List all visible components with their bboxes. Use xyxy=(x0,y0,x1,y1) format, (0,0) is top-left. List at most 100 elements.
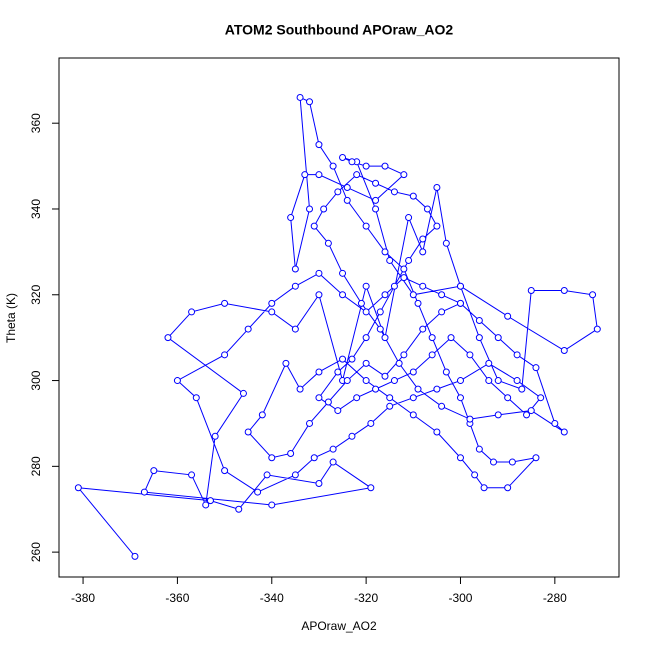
data-point xyxy=(390,377,398,385)
data-point xyxy=(428,351,436,359)
data-point xyxy=(150,467,158,475)
data-point xyxy=(211,432,219,440)
data-point xyxy=(409,411,417,419)
data-point xyxy=(329,162,337,170)
data-point xyxy=(348,432,356,440)
data-point xyxy=(442,368,450,376)
data-point xyxy=(339,269,347,277)
y-axis-label: Theta (K) xyxy=(4,293,18,343)
data-point xyxy=(433,428,441,436)
y-tick-label: 260 xyxy=(29,542,43,562)
data-point xyxy=(221,467,229,475)
data-point xyxy=(504,484,512,492)
data-point xyxy=(362,162,370,170)
data-point xyxy=(268,308,276,316)
data-point xyxy=(206,497,214,505)
data-point xyxy=(202,501,210,509)
data-point xyxy=(235,505,243,513)
data-point xyxy=(268,454,276,462)
data-point xyxy=(494,334,502,342)
data-point xyxy=(518,385,526,393)
data-point xyxy=(372,205,380,213)
data-point xyxy=(131,552,139,560)
data-point xyxy=(376,308,384,316)
data-point xyxy=(419,325,427,333)
data-point xyxy=(334,368,342,376)
data-point xyxy=(419,248,427,256)
data-point xyxy=(296,93,304,101)
data-point xyxy=(381,162,389,170)
data-point xyxy=(386,394,394,402)
data-point xyxy=(414,385,422,393)
data-point xyxy=(362,359,370,367)
data-point xyxy=(475,334,483,342)
data-point xyxy=(485,359,493,367)
data-point xyxy=(438,402,446,410)
data-point xyxy=(376,325,384,333)
data-point xyxy=(390,282,398,290)
data-point xyxy=(192,394,200,402)
data-point xyxy=(306,98,314,106)
data-point xyxy=(315,394,323,402)
data-point xyxy=(324,398,332,406)
data-point xyxy=(527,286,535,294)
data-point xyxy=(315,171,323,179)
data-point xyxy=(357,299,365,307)
data-point xyxy=(381,334,389,342)
data-point xyxy=(551,419,559,427)
data-point xyxy=(324,239,332,247)
data-point xyxy=(291,325,299,333)
data-point xyxy=(343,377,351,385)
data-point xyxy=(560,347,568,355)
data-point xyxy=(348,355,356,363)
data-point xyxy=(400,274,408,282)
data-point xyxy=(504,312,512,320)
x-axis-label: APOraw_AO2 xyxy=(301,619,377,633)
data-point xyxy=(310,222,318,230)
data-point xyxy=(523,411,531,419)
data-point xyxy=(438,308,446,316)
data-point xyxy=(372,196,380,204)
data-point xyxy=(386,402,394,410)
data-point xyxy=(372,179,380,187)
data-point xyxy=(409,394,417,402)
data-point xyxy=(287,449,295,457)
data-point xyxy=(320,205,328,213)
data-point xyxy=(310,454,318,462)
data-point xyxy=(400,265,408,273)
data-point xyxy=(329,458,337,466)
data-point xyxy=(291,265,299,273)
data-point xyxy=(315,368,323,376)
data-point xyxy=(414,299,422,307)
data-point xyxy=(419,282,427,290)
chart-title: ATOM2 Southbound APOraw_AO2 xyxy=(225,22,454,38)
data-point xyxy=(315,141,323,149)
data-point xyxy=(348,158,356,166)
data-point xyxy=(367,419,375,427)
y-tick-label: 300 xyxy=(29,370,43,390)
data-point xyxy=(353,394,361,402)
y-tick-label: 320 xyxy=(29,284,43,304)
data-point xyxy=(490,458,498,466)
data-point xyxy=(466,415,474,423)
data-point xyxy=(395,359,403,367)
x-tick-label: -320 xyxy=(354,591,378,605)
data-point xyxy=(409,291,417,299)
data-point xyxy=(339,355,347,363)
data-point xyxy=(339,154,347,162)
data-point xyxy=(456,454,464,462)
data-point xyxy=(589,291,597,299)
data-point xyxy=(282,359,290,367)
data-point xyxy=(306,419,314,427)
data-point xyxy=(438,291,446,299)
data-point xyxy=(372,385,380,393)
data-point xyxy=(480,484,488,492)
data-point xyxy=(315,479,323,487)
data-point xyxy=(343,196,351,204)
y-tick-label: 280 xyxy=(29,456,43,476)
data-point xyxy=(268,299,276,307)
data-point xyxy=(306,205,314,213)
data-point xyxy=(315,291,323,299)
data-point xyxy=(263,471,271,479)
